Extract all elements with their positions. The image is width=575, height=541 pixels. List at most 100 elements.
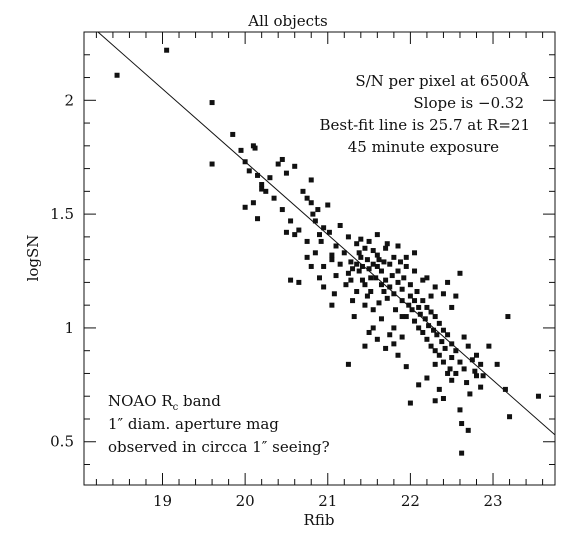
- data-point: [457, 270, 463, 276]
- data-point: [453, 293, 459, 299]
- data-point: [432, 314, 438, 320]
- data-point: [412, 298, 418, 304]
- data-point: [271, 195, 277, 201]
- data-point: [464, 380, 470, 386]
- data-point: [474, 373, 479, 379]
- data-point: [366, 266, 372, 272]
- fit-line-group: [97, 32, 555, 436]
- data-point: [478, 384, 484, 390]
- data-point: [428, 343, 434, 349]
- data-point: [395, 243, 401, 249]
- data-point: [350, 266, 356, 272]
- data-point: [362, 302, 368, 308]
- data-point: [445, 370, 451, 376]
- data-point: [407, 282, 413, 288]
- data-point: [362, 343, 368, 349]
- data-point: [364, 257, 370, 263]
- x-tick-label: 19: [153, 492, 172, 510]
- data-point: [449, 355, 455, 361]
- data-point: [308, 177, 314, 183]
- data-point: [416, 304, 422, 310]
- data-point: [374, 263, 380, 269]
- data-point: [383, 345, 389, 351]
- data-point: [401, 275, 407, 281]
- data-point: [318, 238, 324, 244]
- data-point: [209, 100, 215, 106]
- data-point: [329, 257, 335, 263]
- data-point: [296, 279, 302, 285]
- data-point: [376, 300, 382, 306]
- data-point: [434, 332, 440, 338]
- data-point: [399, 334, 405, 340]
- annotation-sn-per-pixel: S/N per pixel at 6500Å: [355, 72, 529, 90]
- data-point: [459, 421, 465, 427]
- data-point: [440, 327, 446, 333]
- data-point: [329, 252, 335, 258]
- data-point: [440, 359, 446, 365]
- data-point: [333, 273, 339, 279]
- data-point: [465, 343, 471, 349]
- data-point: [378, 316, 384, 322]
- data-point: [432, 361, 438, 367]
- data-point: [374, 252, 380, 258]
- data-point: [428, 309, 434, 315]
- data-point: [370, 261, 376, 267]
- data-point: [374, 232, 380, 238]
- annotation-band-suffix: band: [178, 392, 221, 410]
- data-point: [457, 359, 463, 365]
- data-point: [343, 282, 349, 288]
- data-point: [428, 293, 434, 299]
- data-point: [267, 175, 273, 181]
- data-point: [449, 377, 455, 383]
- data-point: [461, 334, 467, 340]
- data-point: [395, 279, 401, 285]
- data-point: [449, 304, 455, 310]
- annotation-seeing: observed in circca 1″ seeing?: [108, 438, 330, 456]
- data-point: [420, 298, 426, 304]
- data-point: [403, 263, 409, 269]
- data-point: [359, 277, 365, 283]
- data-point: [391, 341, 397, 347]
- data-point: [445, 279, 451, 285]
- data-point: [436, 352, 442, 358]
- data-point: [321, 263, 327, 269]
- data-point: [359, 263, 365, 269]
- data-point: [467, 391, 473, 397]
- data-point: [331, 291, 337, 297]
- data-point: [381, 259, 387, 265]
- data-point: [424, 375, 430, 381]
- data-point: [308, 200, 314, 206]
- data-point: [417, 311, 423, 317]
- data-point: [292, 232, 298, 238]
- x-tick-label: 21: [318, 492, 337, 510]
- data-point: [412, 268, 418, 274]
- data-point: [238, 147, 244, 153]
- data-point: [424, 275, 430, 281]
- data-point: [252, 145, 258, 151]
- data-point: [242, 159, 248, 165]
- annotation-exposure: 45 minute exposure: [348, 138, 499, 156]
- data-point: [310, 211, 316, 217]
- data-point: [250, 200, 256, 206]
- data-point: [317, 232, 322, 238]
- data-point: [439, 339, 445, 345]
- data-point: [472, 368, 478, 374]
- data-point: [420, 329, 426, 335]
- annotation-band-prefix: NOAO R: [108, 392, 173, 410]
- data-point: [348, 277, 354, 283]
- data-point: [420, 277, 426, 283]
- data-point: [426, 323, 432, 329]
- data-point: [399, 286, 405, 292]
- data-point: [407, 293, 413, 299]
- y-tick-labels: 0.5 1 1.5 2: [50, 91, 74, 450]
- data-point: [432, 284, 438, 290]
- data-point: [422, 316, 428, 322]
- chart-title: All objects: [247, 12, 327, 30]
- x-tick-label: 23: [483, 492, 502, 510]
- data-point: [292, 163, 298, 169]
- data-point: [370, 325, 376, 331]
- data-point: [391, 254, 397, 260]
- data-point: [436, 320, 442, 326]
- data-point: [370, 307, 376, 313]
- data-point: [384, 241, 390, 247]
